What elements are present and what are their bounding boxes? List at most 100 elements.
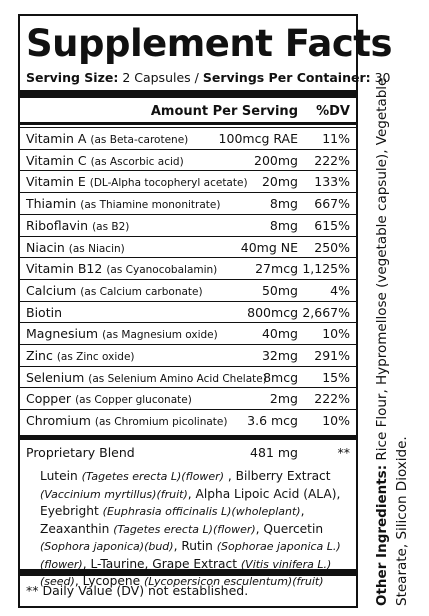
nutrient-cell: Zinc (as Zinc oxide): [26, 348, 135, 363]
servings-label: Servings Per Container:: [202, 70, 371, 85]
nutrient-amount: 27mcg: [255, 261, 298, 277]
nutrient-row: Vitamin B12 (as Cyanocobalamin) 27mcg 1,12…: [20, 257, 356, 279]
nutrient-dv: 222%: [314, 152, 350, 168]
nutrient-amount: 8mcg: [263, 369, 298, 385]
nutrient-source: (as Selenium Amino Acid Chelate): [88, 372, 267, 385]
blend-ingredient: (Lycopersicon esculentum)(fruit): [143, 575, 324, 588]
nutrient-cell: Magnesium (as Magnesium oxide): [26, 326, 218, 341]
nutrient-source: (as Niacin): [68, 242, 125, 255]
nutrient-dv: 615%: [314, 217, 350, 233]
thick-rule: [20, 90, 356, 98]
nutrient-amount: 200mg: [254, 152, 298, 168]
nutrient-amount: 50mg: [261, 282, 298, 298]
blend-ingredient: (Vaccinium myrtillus)(fruit): [40, 487, 188, 501]
nutrient-amount: 40mg: [261, 326, 298, 342]
nutrient-cell: Niacin (as Niacin): [26, 240, 125, 255]
nutrient-name: Zinc: [26, 348, 53, 363]
blend-ingredient: (Vitis vinifera L.)(seed): [40, 557, 332, 589]
nutrient-name: Riboflavin: [26, 217, 89, 233]
nutrient-cell: Vitamin B12 (as Cyanocobalamin): [26, 261, 217, 276]
nutrient-amount: 3.6 mcg: [247, 413, 298, 429]
blend-name: Proprietary Blend: [26, 445, 135, 460]
blend-ingredient: , Bilberry Extract: [224, 469, 331, 483]
nutrient-cell: Vitamin A (as Beta-carotene): [26, 131, 188, 146]
blend-ingredient: (Sophorae japonica L.)(flower): [40, 540, 341, 571]
nutrient-cell: Riboflavin (as B2): [26, 218, 129, 233]
nutrient-row: Vitamin E (DL-Alpha tocopheryl acetate) 2…: [20, 170, 356, 192]
nutrient-cell: Selenium (as Selenium Amino Acid Chelate…: [26, 370, 267, 385]
blend-ingredient: , Zeaxanthin: [40, 504, 305, 536]
nutrient-amount: 100mcg RAE: [218, 131, 298, 146]
blend-ingredient: Lutein: [40, 469, 82, 483]
blend-ingredient: , Lycopene: [74, 574, 144, 588]
other-ingredients: Other Ingredients: Rice Flour, Hypromell…: [372, 14, 412, 606]
blend-ingredient: (Sophora japonica)(bud): [40, 540, 174, 553]
nutrient-row: Calcium (as Calcium carbonate) 50mg 4%: [20, 278, 356, 301]
nutrient-row: Vitamin C (as Ascorbic acid) 200mg 222%: [20, 148, 356, 171]
nutrient-cell: Chromium (as Chromium picolinate): [26, 413, 227, 428]
nutrient-row: Copper (as Copper gluconate) 2mg 222%: [20, 387, 356, 409]
amount-header: Amount Per Serving: [150, 104, 298, 119]
nutrient-cell: Copper (as Copper gluconate): [26, 391, 192, 406]
nutrient-name: Selenium: [26, 369, 85, 385]
blend-ingredient: , Quercetin: [255, 521, 324, 536]
serving-info: Serving Size: 2 Capsules / Servings Per …: [26, 70, 391, 85]
nutrient-name: Copper: [26, 391, 72, 407]
nutrient-source: (DL-Alpha tocopheryl acetate): [89, 177, 248, 190]
nutrient-cell: Biotin: [26, 305, 62, 320]
nutrient-row: Biotin 800mcg 2,667%: [20, 300, 356, 323]
nutrient-dv: 10%: [322, 326, 350, 342]
nutrient-row: Magnesium (as Magnesium oxide) 40mg 10%: [20, 322, 356, 344]
blend-description: Lutein (Tagetes erecta L)(flower) , Bilb…: [40, 468, 350, 591]
blend-ingredient: (Euphrasia officinalis L)(wholeplant): [102, 505, 301, 518]
other-ingredients-label: Other Ingredients:: [374, 464, 390, 606]
thick-rule: [20, 569, 356, 576]
nutrient-name: Vitamin B12: [26, 261, 103, 277]
servings: 30: [374, 70, 391, 85]
nutrient-dv: 1,125%: [302, 261, 350, 277]
nutrient-amount: 20mg: [261, 174, 298, 190]
blend-amount: 481 mg: [250, 445, 298, 460]
nutrient-name: Vitamin C: [26, 152, 87, 168]
dv-header: %DV: [316, 104, 350, 119]
nutrient-name: Chromium: [26, 413, 91, 429]
nutrient-row: Selenium (as Selenium Amino Acid Chelate…: [20, 365, 356, 388]
nutrient-name: Biotin: [26, 304, 62, 320]
title: Supplement Facts: [26, 22, 393, 65]
nutrient-row: Chromium (as Chromium picolinate) 3.6 mcg…: [20, 409, 356, 431]
nutrient-source: (as Zinc oxide): [56, 351, 135, 363]
nutrient-dv: 250%: [314, 239, 350, 255]
nutrient-dv: 11%: [322, 131, 350, 146]
nutrient-amount: 32mg: [261, 348, 298, 363]
facts-panel: Supplement Facts Serving Size: 2 Capsule…: [18, 14, 393, 608]
nutrient-row: Vitamin A (as Beta-carotene) 100mcg RAE 11…: [20, 127, 356, 149]
thick-rule: [20, 435, 356, 440]
blend-ingredient: , L-Taurine, Grape Extract: [82, 556, 241, 571]
nutrient-source: (as Beta-carotene): [90, 134, 189, 146]
blend-dv: **: [337, 445, 351, 460]
nutrient-name: Vitamin E: [26, 174, 86, 190]
nutrient-dv: 4%: [330, 282, 350, 298]
rule: [20, 122, 356, 125]
nutrient-source: (as B2): [92, 220, 130, 233]
nutrient-cell: Calcium (as Calcium carbonate): [26, 283, 203, 298]
nutrient-row: Niacin (as Niacin) 40mg NE 250%: [20, 235, 356, 258]
nutrient-cell: Thiamin (as Thiamine mononitrate): [26, 196, 220, 211]
nutrient-name: Thiamin: [26, 196, 77, 212]
nutrient-name: Vitamin A: [26, 131, 87, 146]
nutrient-dv: 15%: [322, 369, 350, 385]
nutrient-source: (as Cyanocobalamin): [106, 264, 218, 277]
nutrient-source: (as Chromium picolinate): [94, 416, 228, 429]
nutrient-dv: 667%: [314, 196, 350, 212]
nutrient-dv: 291%: [314, 348, 350, 363]
nutrient-row: Zinc (as Zinc oxide) 32mg 291%: [20, 344, 356, 366]
blend-ingredient: , Rutin: [173, 539, 217, 553]
nutrient-amount: 8mg: [269, 196, 298, 212]
nutrient-source: (as Thiamine mononitrate): [80, 199, 221, 212]
nutrient-amount: 8mg: [269, 217, 298, 233]
nutrient-source: (as Calcium carbonate): [80, 285, 203, 298]
nutrient-amount: 2mg: [269, 391, 298, 407]
nutrient-name: Magnesium: [26, 326, 99, 342]
nutrient-name: Niacin: [26, 239, 65, 255]
